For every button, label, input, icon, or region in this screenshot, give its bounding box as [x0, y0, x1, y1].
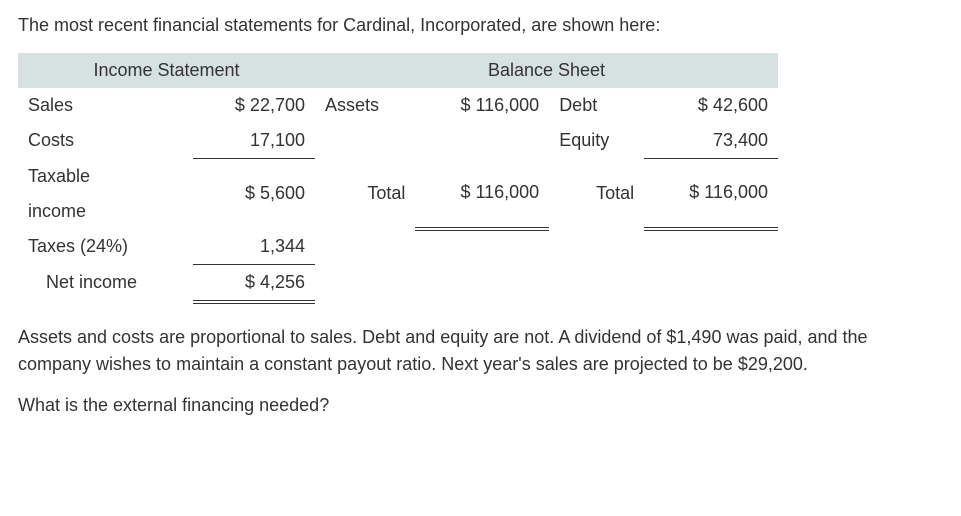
income-statement-header: Income Statement — [18, 53, 315, 88]
total-left-label: Total — [315, 159, 415, 229]
net-income-label: Net income — [18, 264, 193, 302]
total-right-label: Total — [549, 159, 644, 229]
total-left-value: $ 116,000 — [415, 159, 549, 229]
assets-label: Assets — [315, 88, 415, 123]
total-right-value: $ 116,000 — [644, 159, 778, 229]
taxable-income-label-line2: income — [18, 194, 193, 229]
equity-value: 73,400 — [644, 123, 778, 159]
financial-statements-table: Income Statement Balance Sheet Sales $ 2… — [18, 53, 778, 304]
assets-value: $ 116,000 — [415, 88, 549, 123]
assumptions-text: Assets and costs are proportional to sal… — [18, 324, 943, 378]
equity-label: Equity — [549, 123, 644, 159]
debt-value: $ 42,600 — [644, 88, 778, 123]
sales-label: Sales — [18, 88, 193, 123]
debt-label: Debt — [549, 88, 644, 123]
net-income-value: $ 4,256 — [193, 264, 315, 302]
taxes-value: 1,344 — [193, 229, 315, 265]
sales-value: $ 22,700 — [193, 88, 315, 123]
costs-label: Costs — [18, 123, 193, 159]
taxes-label: Taxes (24%) — [18, 229, 193, 265]
intro-text: The most recent financial statements for… — [18, 12, 943, 39]
costs-value: 17,100 — [193, 123, 315, 159]
balance-sheet-header: Balance Sheet — [315, 53, 778, 88]
taxable-income-label-line1: Taxable — [18, 159, 193, 194]
taxable-income-value: $ 5,600 — [193, 159, 315, 229]
question-text: What is the external financing needed? — [18, 392, 943, 419]
